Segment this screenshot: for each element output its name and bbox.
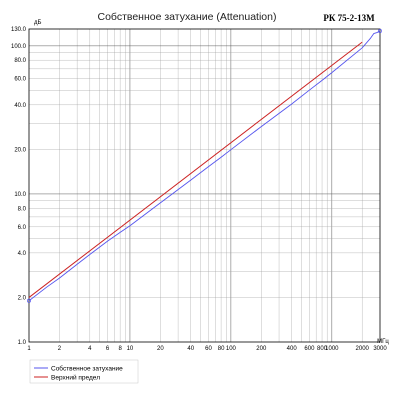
chart-title: Собственное затухание (Attenuation)	[98, 11, 277, 23]
plot-frame	[28, 28, 381, 343]
y-tick-label: 6.0	[18, 225, 27, 231]
x-tick-label: 200	[256, 346, 267, 352]
x-tick-label: 3000	[373, 346, 387, 352]
x-tick-label: 10	[127, 346, 134, 352]
x-tick-label: 600	[304, 346, 315, 352]
upper-limit-line	[28, 41, 363, 298]
y-unit-label: дБ	[34, 20, 42, 26]
attenuation-line	[28, 30, 381, 302]
x-tick-label: 2	[58, 346, 62, 352]
y-tick-label: 8.0	[18, 206, 27, 212]
legend-box	[29, 359, 139, 384]
y-tick-label: 2.0	[18, 295, 27, 301]
x-tick-label: 800	[317, 346, 328, 352]
x-tick-label: 400	[287, 346, 298, 352]
series-layer	[27, 29, 382, 303]
y-axis: 1.0 2.0 4.0 6.0 8.0 10.0 20.0 40.0 60.0 80.0 100.0…	[11, 27, 27, 346]
cable-model-label: РК 75-2-13М	[323, 13, 375, 23]
x-tick-label: 80	[218, 346, 225, 352]
x-tick-label: 40	[187, 346, 194, 352]
x-unit-label: МГц	[377, 339, 389, 345]
y-tick-label: 40.0	[14, 103, 26, 109]
y-tick-label: 100.0	[11, 44, 27, 50]
y-tick-label: 130.0	[11, 27, 27, 33]
x-tick-label: 6	[106, 346, 110, 352]
x-tick-label: 2000	[356, 346, 370, 352]
attenuation-start-marker	[27, 298, 31, 303]
x-tick-label: 20	[157, 346, 164, 352]
legend-label: Верхний предел	[51, 373, 100, 381]
x-tick-label: 60	[205, 346, 212, 352]
legend-label: Собственное затухание	[51, 364, 123, 372]
y-tick-label: 10.0	[14, 192, 26, 198]
y-tick-label: 4.0	[18, 251, 27, 257]
y-tick-label: 60.0	[14, 77, 26, 83]
y-tick-label: 20.0	[14, 147, 26, 153]
grid	[29, 29, 380, 342]
x-tick-label: 8	[118, 346, 122, 352]
x-tick-label: 4	[88, 346, 92, 352]
y-tick-label: 80.0	[14, 58, 26, 64]
x-tick-label: 100	[226, 346, 237, 352]
y-tick-label: 1.0	[18, 340, 27, 346]
x-tick-label: 1	[27, 346, 31, 352]
x-tick-label: 1000	[325, 346, 339, 352]
attenuation-end-marker	[378, 29, 382, 33]
